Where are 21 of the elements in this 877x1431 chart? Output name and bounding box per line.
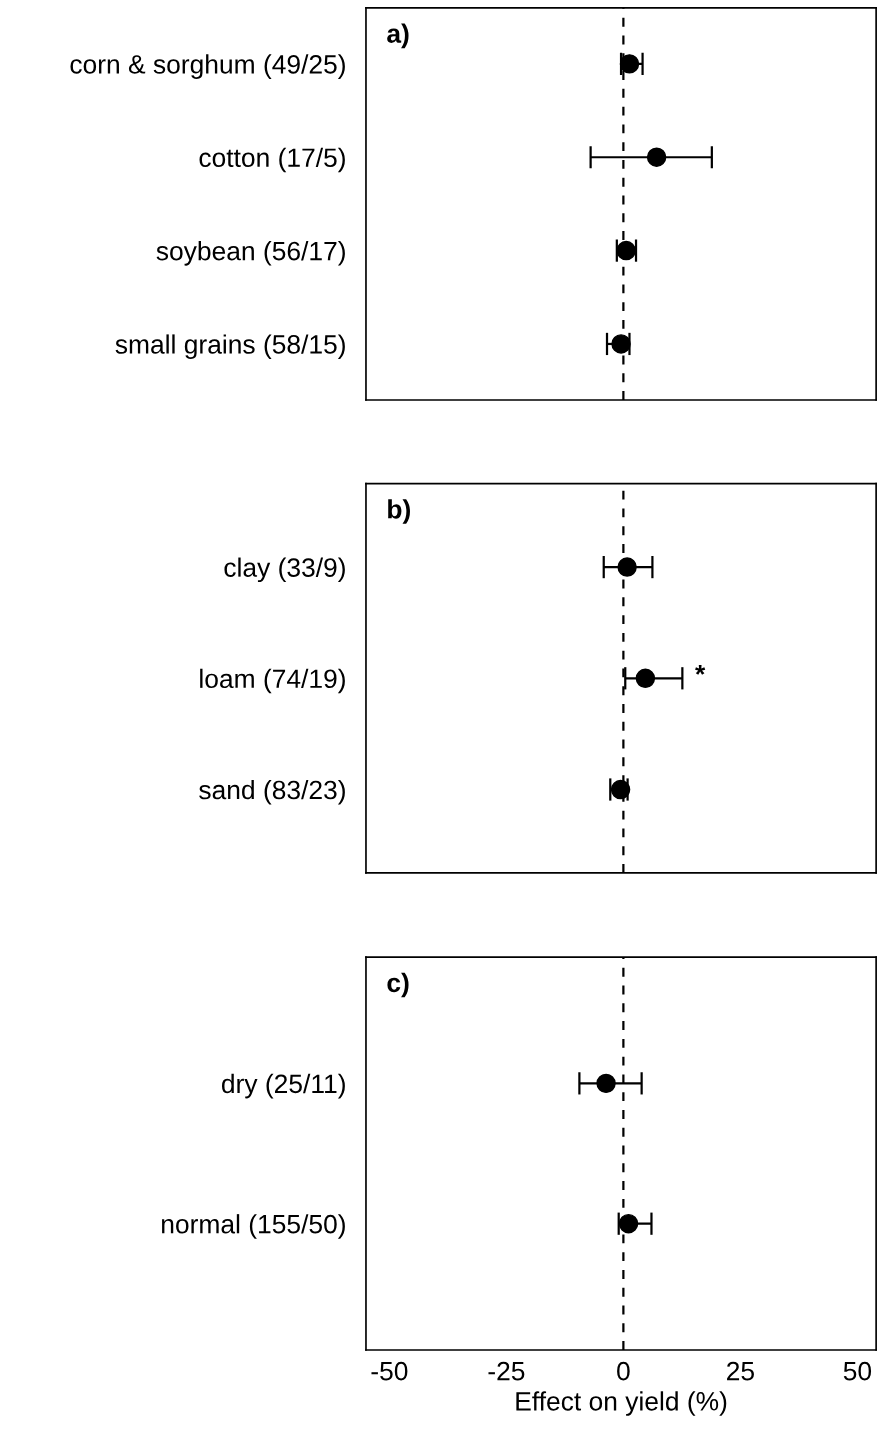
annotation: * xyxy=(695,665,706,675)
x-tick-label: 50 xyxy=(843,1361,872,1381)
y-tick-label: small grains (58/15) xyxy=(115,334,345,359)
y-tick-label: clay (33/9) xyxy=(224,557,345,583)
y-tick-label: normal (155/50) xyxy=(162,1214,345,1239)
annotation: a) xyxy=(387,23,409,49)
x-tick-label: -25 xyxy=(488,1361,525,1381)
point xyxy=(646,147,667,167)
annotation: b) xyxy=(388,499,410,524)
y-tick-label: soybean (56/17) xyxy=(156,241,345,266)
x-axis-title: Effect on yield (%) xyxy=(516,1391,727,1416)
y-tick-label: cotton (17/5) xyxy=(199,147,345,173)
y-tick-label: sand (83/23) xyxy=(199,779,345,805)
point xyxy=(611,334,631,354)
x-tick-label: -50 xyxy=(371,1361,408,1381)
x-tick-label: 25 xyxy=(727,1361,754,1381)
annotation: c) xyxy=(387,972,409,998)
x-tick-label: 0 xyxy=(617,1361,630,1381)
y-tick-label: loam (74/19) xyxy=(200,668,345,694)
y-tick-label: corn & sorghum (49/25) xyxy=(70,54,345,79)
y-tick-label: dry (25/11) xyxy=(221,1073,345,1099)
